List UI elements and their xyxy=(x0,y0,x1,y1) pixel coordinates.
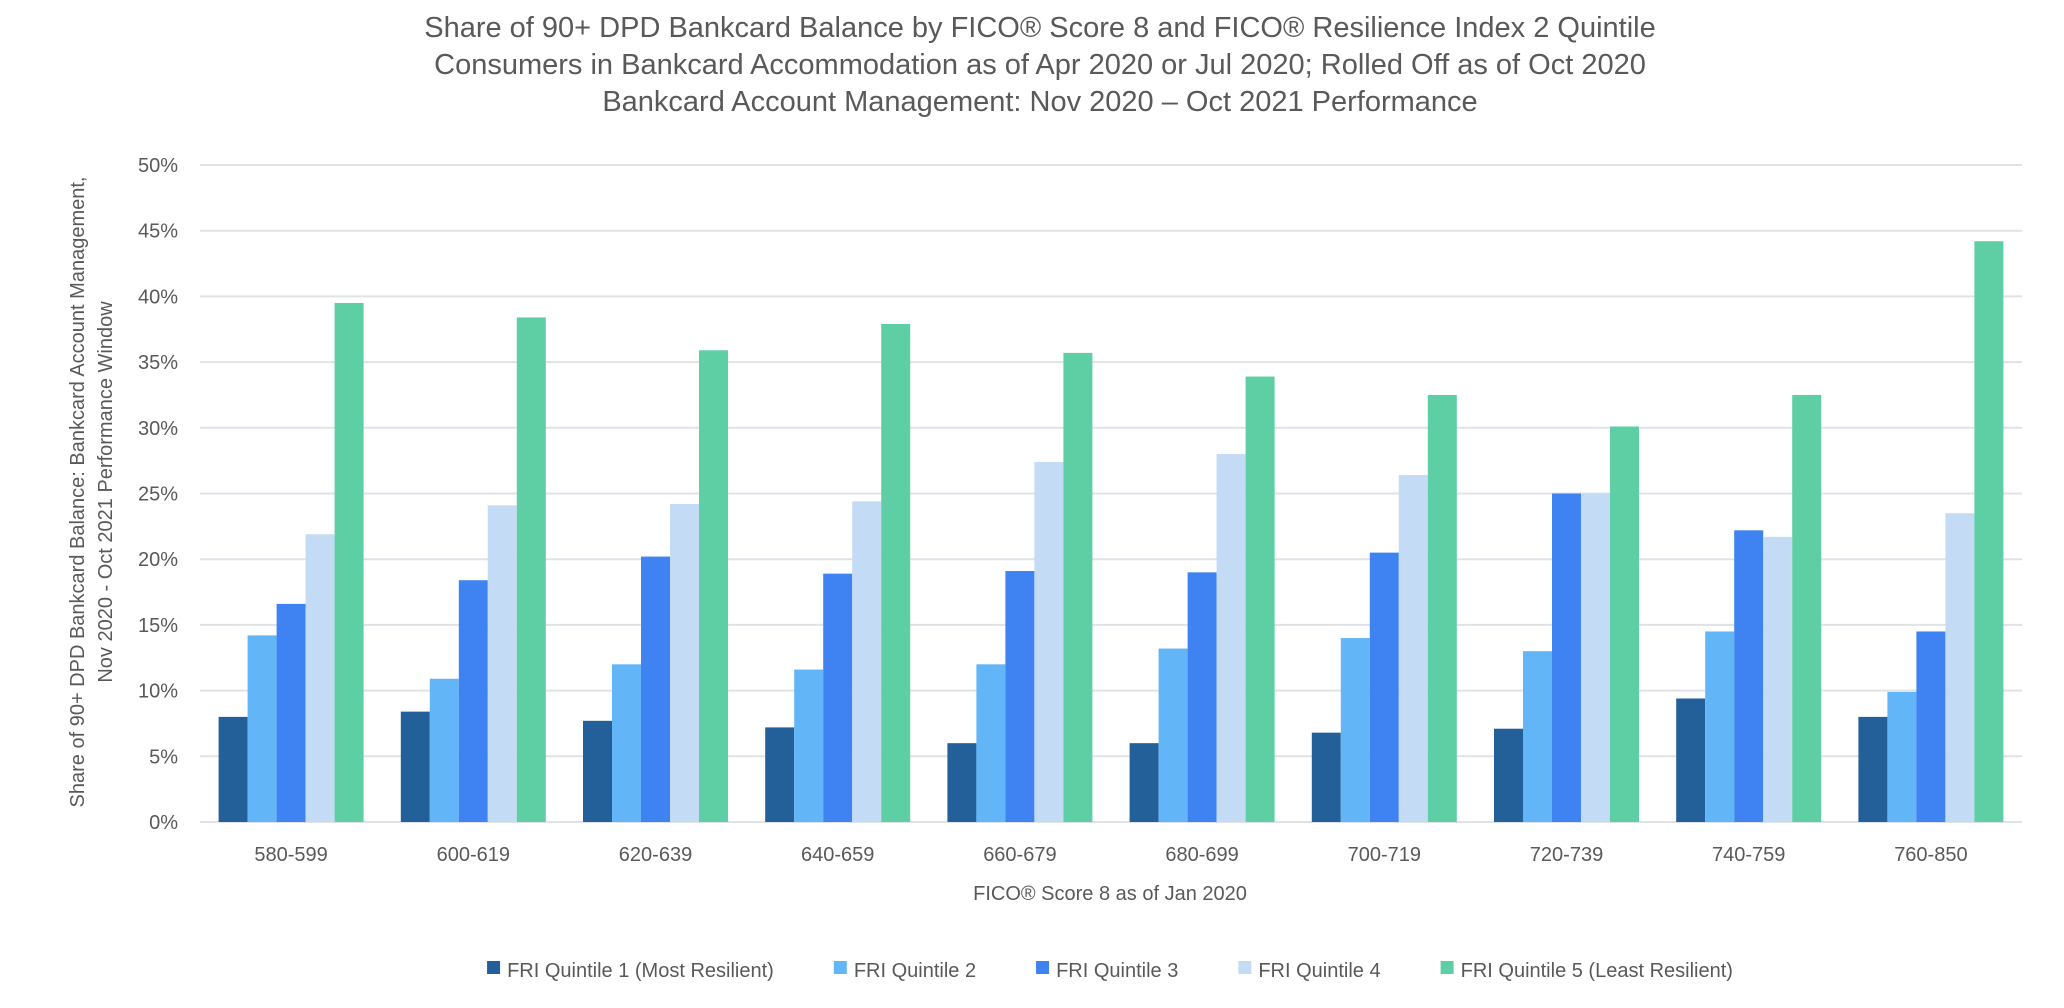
title-line-1: Share of 90+ DPD Bankcard Balance by FIC… xyxy=(424,12,1656,44)
legend-label: FRI Quintile 2 xyxy=(854,960,976,982)
title-line-3: Bankcard Account Management: Nov 2020 – … xyxy=(602,86,1477,118)
legend-label: FRI Quintile 5 (Least Resilient) xyxy=(1461,960,1733,982)
legend-swatch xyxy=(1238,961,1252,974)
legend-swatch xyxy=(1440,961,1454,974)
x-tick-label: 640-659 xyxy=(801,844,874,866)
y-tick-label: 15% xyxy=(138,615,178,637)
bar-660-679-q1 xyxy=(947,743,977,822)
y-axis-ticks: 0% 5% 10% 15% 20% 25% 30% 35% 40% 45% 50% xyxy=(138,155,178,834)
x-tick-label: 740-759 xyxy=(1712,844,1785,866)
bar-600-619-q5 xyxy=(516,317,546,822)
x-tick-label: 620-639 xyxy=(619,844,692,866)
bar-700-719-q3 xyxy=(1369,552,1399,822)
bar-640-659-q3 xyxy=(823,573,853,822)
y-tick-label: 30% xyxy=(138,418,178,440)
bar-720-739-q2 xyxy=(1523,651,1552,822)
x-tick-label: 720-739 xyxy=(1530,844,1603,866)
bar-620-639-q1 xyxy=(583,720,612,822)
x-tick-label: 700-719 xyxy=(1348,844,1421,866)
bar-740-759-q2 xyxy=(1705,631,1735,822)
legend-item: FRI Quintile 1 (Most Resilient) xyxy=(487,960,774,982)
bar-660-679-q5 xyxy=(1063,352,1093,822)
x-axis-label: FICO® Score 8 as of Jan 2020 xyxy=(973,883,1247,905)
legend-item: FRI Quintile 4 xyxy=(1238,960,1381,982)
bar-740-759-q5 xyxy=(1792,394,1822,822)
y-tick-label: 50% xyxy=(138,155,178,177)
bar-720-739-q3 xyxy=(1552,493,1581,822)
bar-640-659-q1 xyxy=(765,727,795,822)
legend-item: FRI Quintile 5 (Least Resilient) xyxy=(1440,960,1733,982)
bar-620-639-q5 xyxy=(699,350,728,822)
bar-660-679-q3 xyxy=(1005,571,1035,822)
bar-760-850-q4 xyxy=(1945,513,1975,822)
bar-760-850-q5 xyxy=(1974,241,2004,822)
bar-640-659-q4 xyxy=(852,501,882,822)
bar-680-699-q4 xyxy=(1216,454,1246,822)
y-tick-label: 45% xyxy=(138,221,178,243)
x-axis-ticks: 580-599 600-619 620-639 640-659 660-679 680-6… xyxy=(254,844,1967,866)
bar-760-850-q1 xyxy=(1858,716,1888,822)
bar-600-619-q1 xyxy=(400,711,430,822)
bar-620-639-q2 xyxy=(612,664,641,822)
legend-swatch xyxy=(487,961,501,974)
legend-label: FRI Quintile 3 xyxy=(1056,960,1178,982)
legend-item: FRI Quintile 3 xyxy=(1036,960,1178,982)
bar-720-739-q4 xyxy=(1581,493,1610,822)
bar-720-739-q5 xyxy=(1610,426,1639,822)
bar-600-619-q4 xyxy=(487,505,517,822)
legend-swatch xyxy=(1036,961,1050,974)
y-tick-label: 40% xyxy=(138,286,178,308)
y-tick-label: 5% xyxy=(149,746,178,768)
bar-640-659-q2 xyxy=(794,669,824,822)
y-tick-label: 25% xyxy=(138,484,178,506)
chart-title: Share of 90+ DPD Bankcard Balance by FIC… xyxy=(424,12,1656,118)
legend: FRI Quintile 1 (Most Resilient) FRI Quint… xyxy=(487,960,1733,982)
y-axis-label-line-1: Share of 90+ DPD Bankcard Balance: Bankc… xyxy=(67,177,89,808)
y-tick-label: 35% xyxy=(138,352,178,374)
y-tick-label: 0% xyxy=(149,812,178,834)
bar-740-759-q1 xyxy=(1676,698,1706,822)
bar-680-699-q1 xyxy=(1129,743,1159,822)
y-tick-label: 20% xyxy=(138,549,178,571)
bar-600-619-q3 xyxy=(458,580,488,822)
x-tick-label: 580-599 xyxy=(254,844,327,866)
bar-580-599-q4 xyxy=(305,534,335,822)
legend-item: FRI Quintile 2 xyxy=(833,960,976,982)
bar-660-679-q2 xyxy=(976,664,1006,822)
bar-700-719-q1 xyxy=(1311,732,1341,822)
x-tick-label: 600-619 xyxy=(437,844,510,866)
bar-760-850-q2 xyxy=(1887,691,1917,822)
bar-580-599-q1 xyxy=(218,716,248,822)
bar-740-759-q4 xyxy=(1763,536,1793,822)
bar-580-599-q3 xyxy=(276,603,306,822)
x-tick-label: 660-679 xyxy=(983,844,1056,866)
bar-680-699-q2 xyxy=(1158,648,1188,822)
bars xyxy=(218,241,2004,823)
bar-600-619-q2 xyxy=(429,678,459,822)
bar-580-599-q5 xyxy=(334,302,364,823)
bar-660-679-q4 xyxy=(1034,461,1064,822)
bar-580-599-q2 xyxy=(247,635,277,822)
bar-680-699-q3 xyxy=(1187,572,1217,822)
bar-680-699-q5 xyxy=(1245,376,1275,822)
bar-620-639-q4 xyxy=(670,504,699,822)
x-tick-label: 680-699 xyxy=(1165,844,1238,866)
bar-720-739-q1 xyxy=(1494,728,1523,822)
bar-700-719-q2 xyxy=(1340,638,1370,822)
bar-760-850-q3 xyxy=(1916,631,1946,822)
legend-label: FRI Quintile 4 xyxy=(1258,960,1380,982)
y-axis-label: Share of 90+ DPD Bankcard Balance: Bankc… xyxy=(67,177,117,808)
x-tick-label: 760-850 xyxy=(1894,844,1967,866)
bar-700-719-q4 xyxy=(1398,475,1428,822)
y-axis-label-line-2: Nov 2020 - Oct 2021 Performance Window xyxy=(95,301,117,683)
title-line-2: Consumers in Bankcard Accommodation as o… xyxy=(434,49,1646,81)
bar-640-659-q5 xyxy=(881,323,911,822)
bar-700-719-q5 xyxy=(1427,394,1457,822)
bar-740-759-q3 xyxy=(1734,530,1764,822)
bar-620-639-q3 xyxy=(641,556,670,822)
y-tick-label: 10% xyxy=(138,681,178,703)
legend-swatch xyxy=(833,961,847,974)
legend-label: FRI Quintile 1 (Most Resilient) xyxy=(507,960,774,982)
